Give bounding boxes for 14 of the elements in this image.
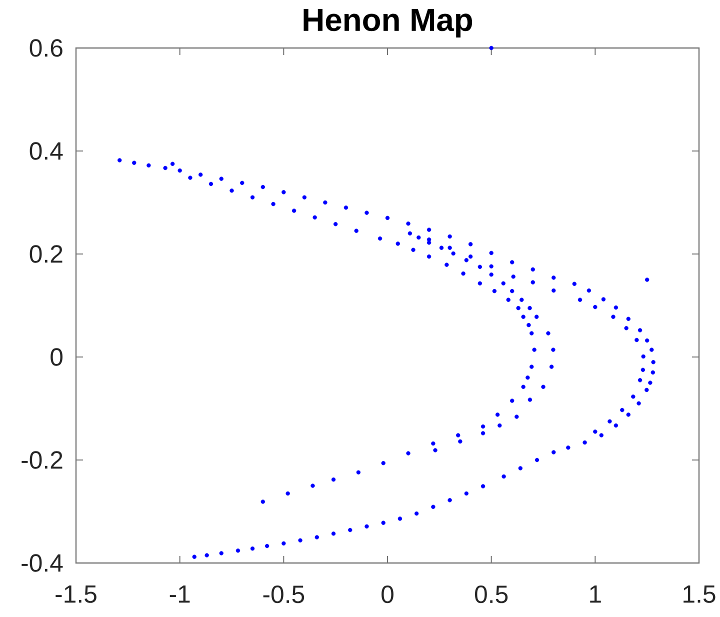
- chart-title: Henon Map: [304, 8, 472, 38]
- x-tick-label: -1.5: [56, 586, 96, 603]
- x-tick-label: -0.5: [263, 586, 304, 604]
- y-tick-label: 0.4: [30, 142, 63, 160]
- x-tick-label: 1.5: [684, 586, 716, 603]
- x-tick-label: 0: [382, 586, 394, 604]
- y-tick-label: -0.4: [22, 554, 63, 572]
- y-tick-label: 0.6: [30, 39, 62, 57]
- y-tick-label: 0: [50, 348, 63, 366]
- x-tick-label: 1: [590, 586, 601, 603]
- y-tick-label: 0.2: [30, 245, 62, 263]
- x-tick-label: -1: [170, 586, 190, 603]
- y-tick-label: -0.2: [22, 451, 62, 469]
- x-tick-label: 0.5: [474, 586, 508, 604]
